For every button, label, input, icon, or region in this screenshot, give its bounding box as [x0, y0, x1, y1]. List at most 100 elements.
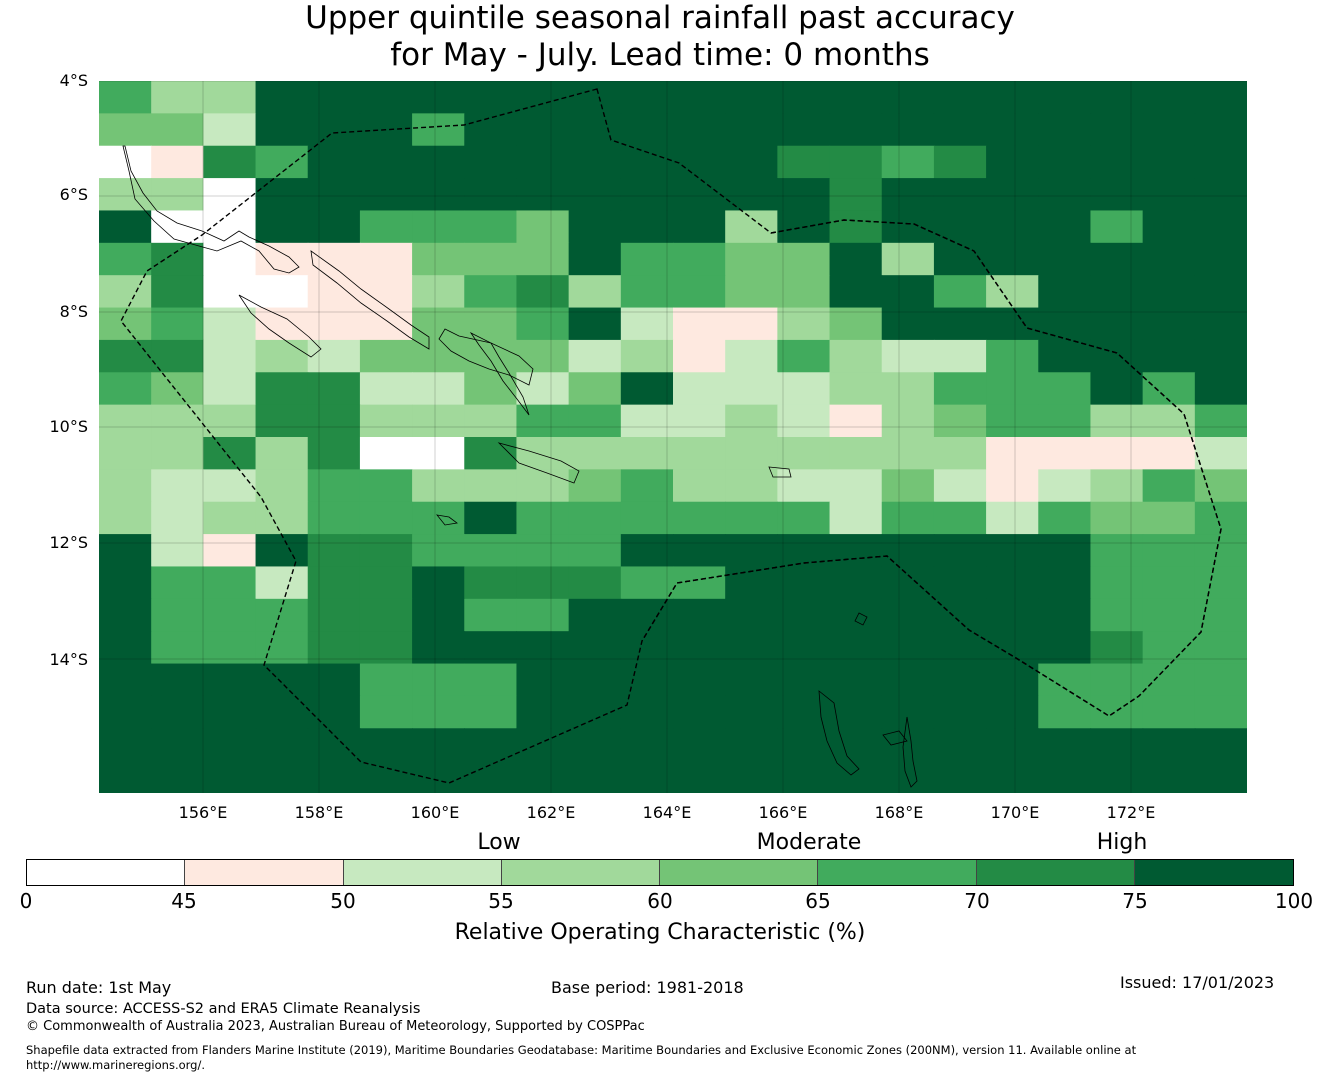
grid-cell: [1038, 178, 1092, 212]
grid-cell: [412, 566, 465, 600]
grid-cell: [1194, 242, 1247, 276]
grid-cell: [620, 598, 674, 632]
grid-cell: [307, 178, 361, 212]
grid-cell: [986, 81, 1039, 114]
coastline-banks-islands: [854, 612, 868, 626]
grid-cell: [1194, 760, 1247, 793]
grid-cell: [777, 663, 831, 697]
grid-cell: [99, 534, 152, 568]
grid-cell: [516, 242, 570, 276]
grid-cell: [986, 695, 1039, 729]
grid-cell: [1194, 113, 1247, 147]
grid-cell: [151, 145, 204, 179]
colorbar-title: Relative Operating Characteristic (%): [454, 920, 866, 945]
grid-cell: [881, 178, 935, 212]
grid-cell: [1194, 404, 1247, 438]
colorbar-segment: [185, 860, 344, 885]
grid-cell: [933, 178, 987, 212]
grid-cell: [516, 307, 570, 341]
grid-cell: [829, 81, 883, 114]
grid-cell: [412, 469, 465, 503]
base-period: Base period: 1981-2018: [551, 978, 744, 997]
grid-cell: [99, 663, 152, 697]
grid-cell: [412, 275, 465, 309]
grid-cell: [777, 598, 831, 632]
grid-cell: [568, 242, 622, 276]
grid-cell: [933, 469, 987, 503]
grid-cell: [1194, 663, 1247, 697]
grid-cell: [203, 178, 257, 212]
lon-label-170e: 170°E: [990, 803, 1040, 822]
grid-cell: [777, 695, 831, 729]
colorbar-tick: 50: [330, 889, 356, 913]
colorbar-tick: 100: [1274, 889, 1314, 913]
grid-cell: [986, 437, 1039, 470]
grid-cell: [1194, 275, 1247, 309]
grid-cell: [359, 210, 413, 244]
data-source: Data source: ACCESS-S2 and ERA5 Climate …: [26, 1001, 421, 1017]
grid-cell: [307, 307, 361, 341]
grid-cell: [151, 307, 204, 341]
grid-cell: [673, 695, 726, 729]
colorbar-segment: [818, 860, 977, 885]
grid-cell: [881, 113, 935, 147]
grid-cell: [725, 695, 778, 729]
grid-cell: [255, 469, 309, 503]
grid-cell: [255, 728, 309, 762]
grid-cell: [307, 566, 361, 600]
grid-cell: [777, 178, 831, 212]
grid-cell: [1090, 566, 1144, 600]
grid-cell: [1142, 113, 1196, 147]
grid-cell: [516, 566, 570, 600]
grid-cell: [986, 760, 1039, 793]
grid-cell: [881, 339, 935, 373]
grid-cell: [464, 178, 518, 212]
grid-cell: [1142, 469, 1196, 503]
grid-cell: [986, 566, 1039, 600]
grid-cell: [359, 695, 413, 729]
grid-cell: [620, 566, 674, 600]
grid-cell: [725, 663, 778, 697]
grid-cell: [933, 663, 987, 697]
grid-cell: [307, 372, 361, 406]
grid-cell: [99, 437, 152, 470]
grid-cell: [1038, 469, 1092, 503]
grid-cell: [151, 339, 204, 373]
grid-cell: [777, 275, 831, 309]
colorbar-tick: 70: [964, 889, 990, 913]
grid-cell: [933, 339, 987, 373]
grid-cell: [255, 695, 309, 729]
grid-cell: [1142, 307, 1196, 341]
grid-cell: [1142, 145, 1196, 179]
grid-cell: [359, 566, 413, 600]
grid-cell: [151, 372, 204, 406]
grid-cell: [359, 275, 413, 309]
grid-cell: [99, 404, 152, 438]
grid-cell: [986, 113, 1039, 147]
grid-cell: [359, 501, 413, 535]
grid-cell: [255, 81, 309, 114]
grid-cell: [986, 663, 1039, 697]
grid-cell: [881, 81, 935, 114]
grid-cell: [881, 307, 935, 341]
grid-cell: [255, 534, 309, 568]
grid-cell: [620, 728, 674, 762]
grid-cell: [933, 404, 987, 438]
grid-cell: [933, 501, 987, 535]
grid-cell: [516, 210, 570, 244]
grid-cell: [673, 372, 726, 406]
grid-cell: [359, 663, 413, 697]
grid-cell: [1038, 598, 1092, 632]
grid-cell: [1194, 598, 1247, 632]
grid-cell: [986, 404, 1039, 438]
grid-cell: [307, 242, 361, 276]
grid-cell: [359, 81, 413, 114]
grid-cell: [151, 695, 204, 729]
grid-cell: [516, 598, 570, 632]
grid-cell: [255, 178, 309, 212]
grid-cell: [1038, 307, 1092, 341]
grid-cell: [516, 534, 570, 568]
grid-cell: [203, 760, 257, 793]
grid-cell: [673, 760, 726, 793]
grid-cell: [1194, 695, 1247, 729]
